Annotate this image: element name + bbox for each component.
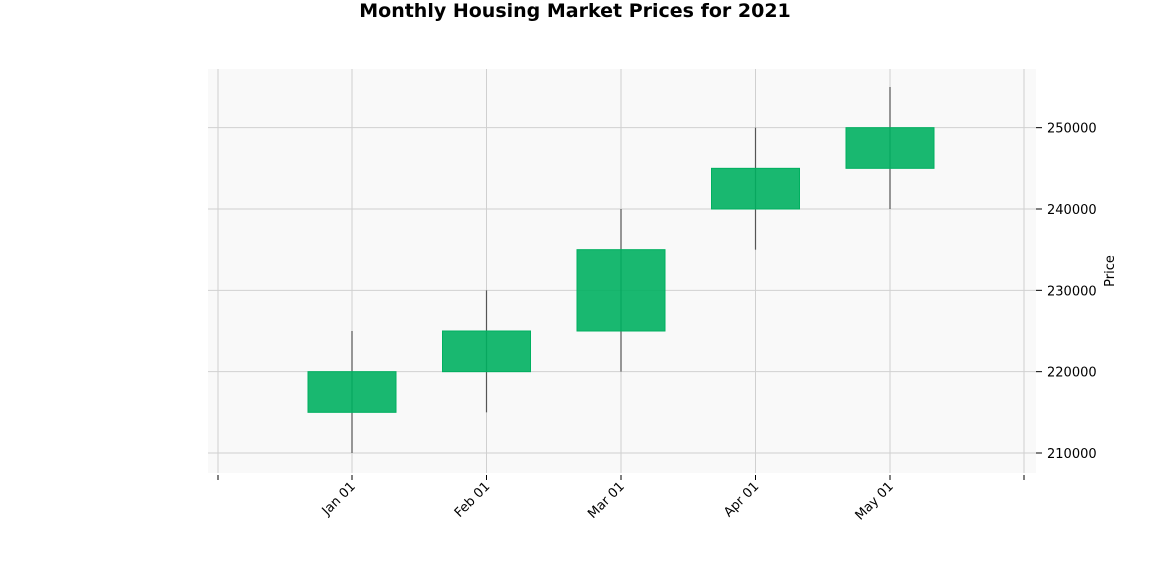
x-tick-label: Jan 01: [319, 479, 359, 519]
y-tick-label: 250000: [1047, 122, 1097, 137]
y-tick-label: 240000: [1047, 203, 1097, 218]
candle-mar-01: [576, 209, 666, 372]
candle-body: [307, 371, 397, 413]
candle-body: [845, 127, 935, 169]
candle-apr-01: [711, 127, 800, 250]
x-tick-label: Mar 01: [585, 479, 628, 522]
candle-may-01: [845, 87, 935, 209]
x-tick-label: Feb 01: [452, 479, 494, 521]
candle-body: [576, 249, 666, 332]
candle-body: [442, 330, 531, 373]
candle-jan-01: [307, 331, 397, 453]
x-tick-label: Apr 01: [721, 479, 762, 520]
y-axis-label: Price: [1103, 255, 1118, 287]
chart-title: Monthly Housing Market Prices for 2021: [359, 0, 791, 22]
y-tick-label: 210000: [1047, 447, 1097, 462]
y-tick-label: 220000: [1047, 366, 1097, 381]
x-tick-label: May 01: [853, 479, 897, 523]
candle-feb-01: [442, 290, 531, 413]
y-tick-label: 230000: [1047, 284, 1097, 299]
candle-body: [711, 167, 800, 210]
candles: [307, 87, 935, 453]
